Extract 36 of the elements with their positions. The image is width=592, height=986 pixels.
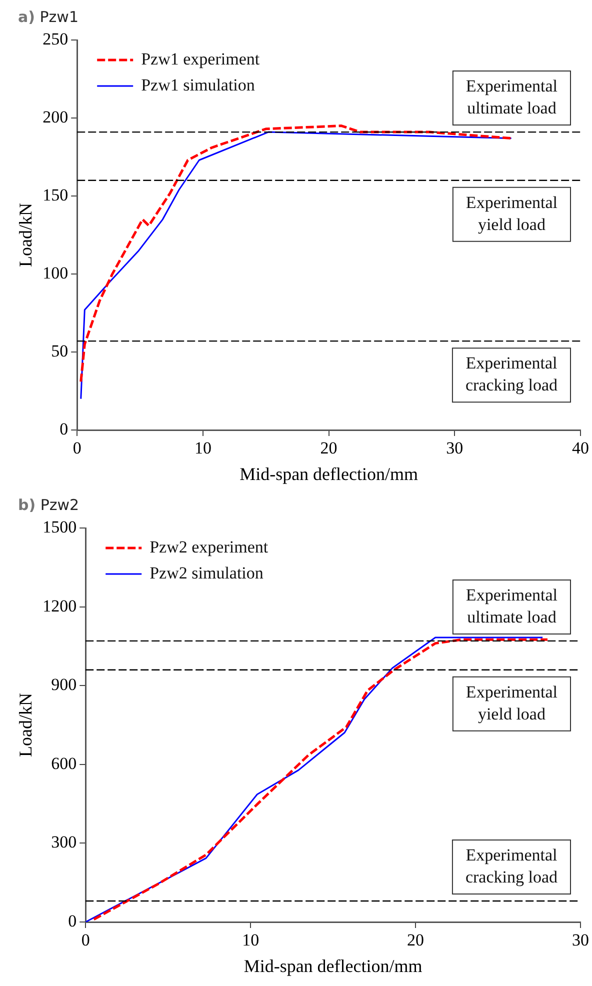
chart-title: b) Pzw2 [17, 495, 80, 514]
ref-line-label: Experimental yield load [466, 682, 558, 724]
legend-label: Pzw2 experiment [150, 537, 268, 556]
x-tick-label: 10 [242, 930, 260, 950]
y-tick-label: 0 [60, 419, 68, 438]
y-tick-label: 600 [51, 754, 77, 773]
y-tick-label: 100 [42, 263, 68, 282]
y-tick-label: 150 [42, 185, 68, 204]
y-tick-label: 50 [51, 341, 68, 360]
y-tick-label: 0 [68, 911, 77, 930]
y-axis-title: Load/kN [16, 203, 36, 267]
legend-label: Pzw1 experiment [141, 49, 260, 68]
x-tick-label: 40 [572, 438, 589, 458]
legend-label: Pzw2 simulation [150, 563, 264, 582]
y-tick-label: 250 [42, 29, 68, 48]
x-tick-label: 10 [194, 438, 212, 458]
x-tick-label: 20 [407, 930, 424, 950]
y-tick-label: 1200 [42, 596, 77, 616]
y-tick-label: 300 [51, 832, 77, 852]
x-tick-label: 0 [81, 930, 90, 950]
ref-line-label: Experimental cracking load [465, 845, 558, 886]
ref-line-label: Experimental ultimate load [466, 585, 558, 626]
legend-label: Pzw1 simulation [141, 75, 256, 94]
chart-title: a) Pzw1 [17, 7, 80, 26]
x-axis-title: Mid-span deflection/mm [240, 464, 418, 484]
x-tick-label: 30 [446, 438, 464, 458]
x-tick-label: 30 [572, 930, 589, 950]
x-axis-title: Mid-span deflection/mm [244, 956, 422, 976]
ref-line-label: Experimental yield load [466, 192, 558, 234]
y-tick-label: 900 [51, 675, 77, 694]
y-tick-label: 200 [42, 107, 68, 126]
ref-line-label: Experimental cracking load [465, 354, 558, 395]
ref-line-label: Experimental ultimate load [466, 76, 558, 118]
y-tick-label: 1500 [42, 517, 77, 536]
x-tick-label: 20 [320, 438, 338, 458]
y-axis-title: Load/kN [16, 693, 36, 757]
